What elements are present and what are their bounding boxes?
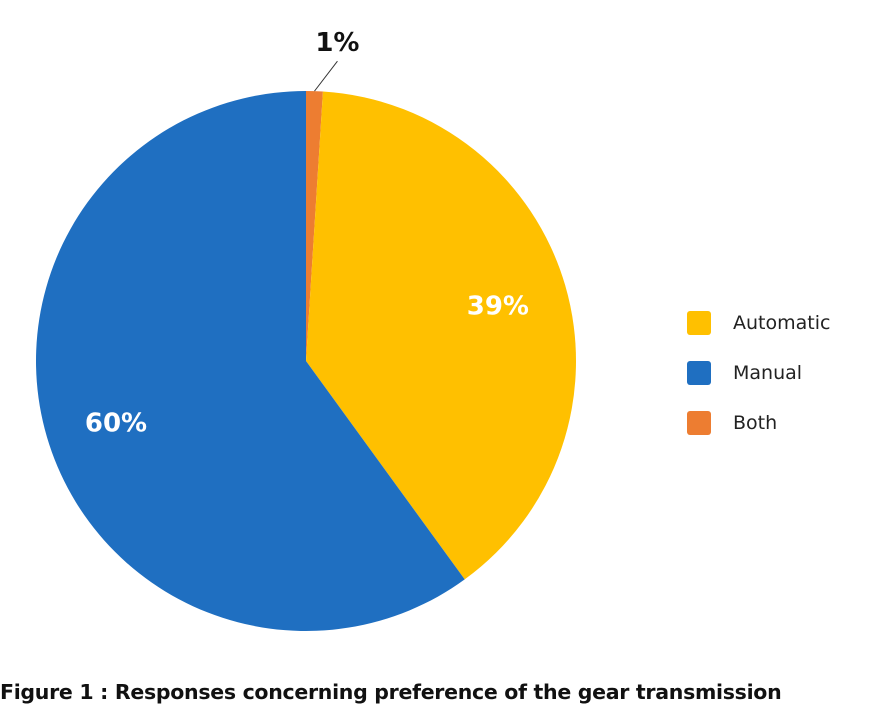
legend: Automatic Manual Both [687,298,830,448]
legend-swatch-manual [687,361,711,385]
leader-line-both [314,60,338,92]
figure-caption: Figure 1 : Responses concerning preferen… [0,680,782,704]
legend-label: Automatic [733,312,831,334]
legend-item-manual: Manual [687,348,830,398]
data-label-both: 1% [315,28,359,58]
legend-swatch-both [687,411,711,435]
legend-item-both: Both [687,398,830,448]
legend-swatch-automatic [687,311,711,335]
pie-slice-automatic [306,91,576,580]
data-label-automatic: 39% [467,291,529,321]
legend-item-automatic: Automatic [687,298,830,348]
pie-slice-manual [35,91,465,631]
data-label-manual: 60% [85,409,147,439]
legend-label: Both [733,412,778,434]
legend-label: Manual [733,362,803,384]
pie-slice-both [306,91,323,361]
